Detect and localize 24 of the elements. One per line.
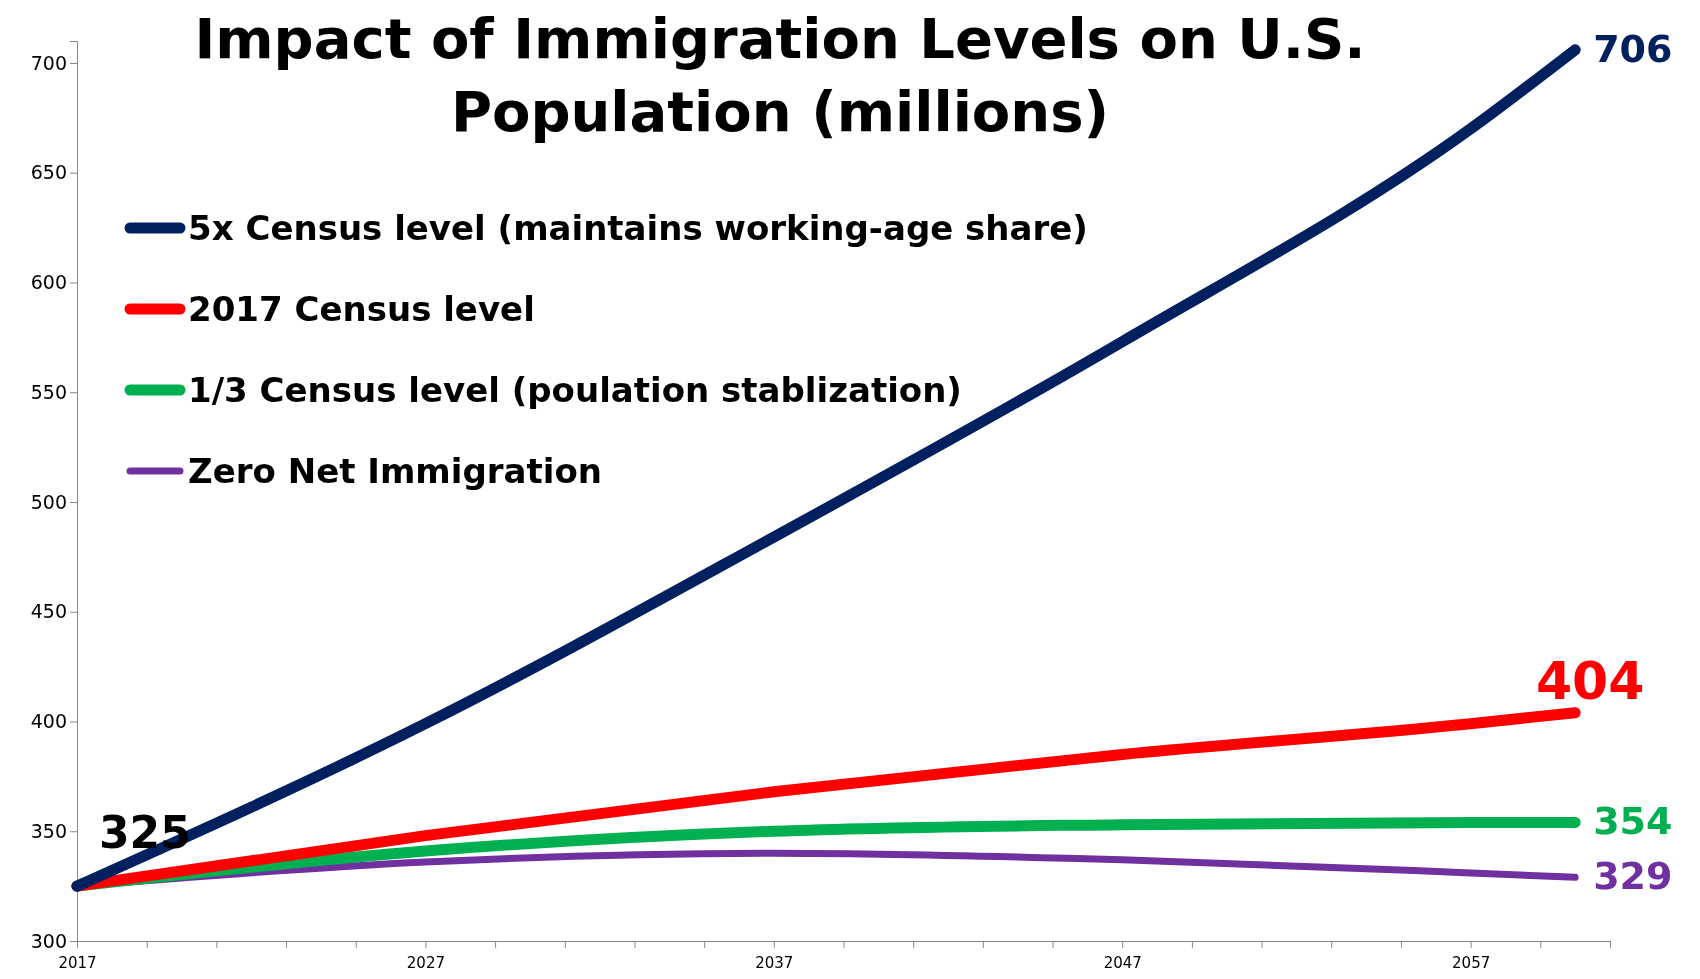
annotation: 325 — [99, 807, 191, 859]
legend-label: 2017 Census level — [188, 289, 535, 329]
x-tick-label: 2017 — [58, 953, 97, 972]
y-tick-label: 500 — [30, 490, 67, 513]
legend-label: 1/3 Census level (poulation stablization) — [188, 370, 962, 410]
y-tick-label: 650 — [30, 161, 67, 184]
legend-label: Zero Net Immigration — [188, 451, 602, 491]
y-tick-label: 400 — [30, 710, 67, 733]
chart-title: Impact of Immigration Levels on U.S. Population (millions) — [194, 6, 1366, 144]
x-tick-label: 2037 — [755, 953, 794, 972]
data-label: 706 — [1593, 26, 1673, 71]
y-tick-label: 600 — [30, 271, 67, 294]
legend-label: 5x Census level (maintains working-age share) — [188, 208, 1088, 248]
data-label: 354 — [1593, 799, 1673, 844]
y-tick-label: 700 — [30, 51, 67, 74]
y-tick-label: 300 — [30, 929, 67, 952]
data-label: 404 — [1535, 650, 1645, 711]
y-tick-label: 450 — [30, 600, 67, 623]
data-label: 329 — [1593, 854, 1673, 899]
x-tick-label: 2047 — [1103, 953, 1142, 972]
y-tick-label: 550 — [30, 380, 67, 403]
x-tick-label: 2027 — [406, 953, 445, 972]
y-tick-label: 350 — [30, 819, 67, 842]
x-tick-label: 2057 — [1452, 953, 1491, 972]
